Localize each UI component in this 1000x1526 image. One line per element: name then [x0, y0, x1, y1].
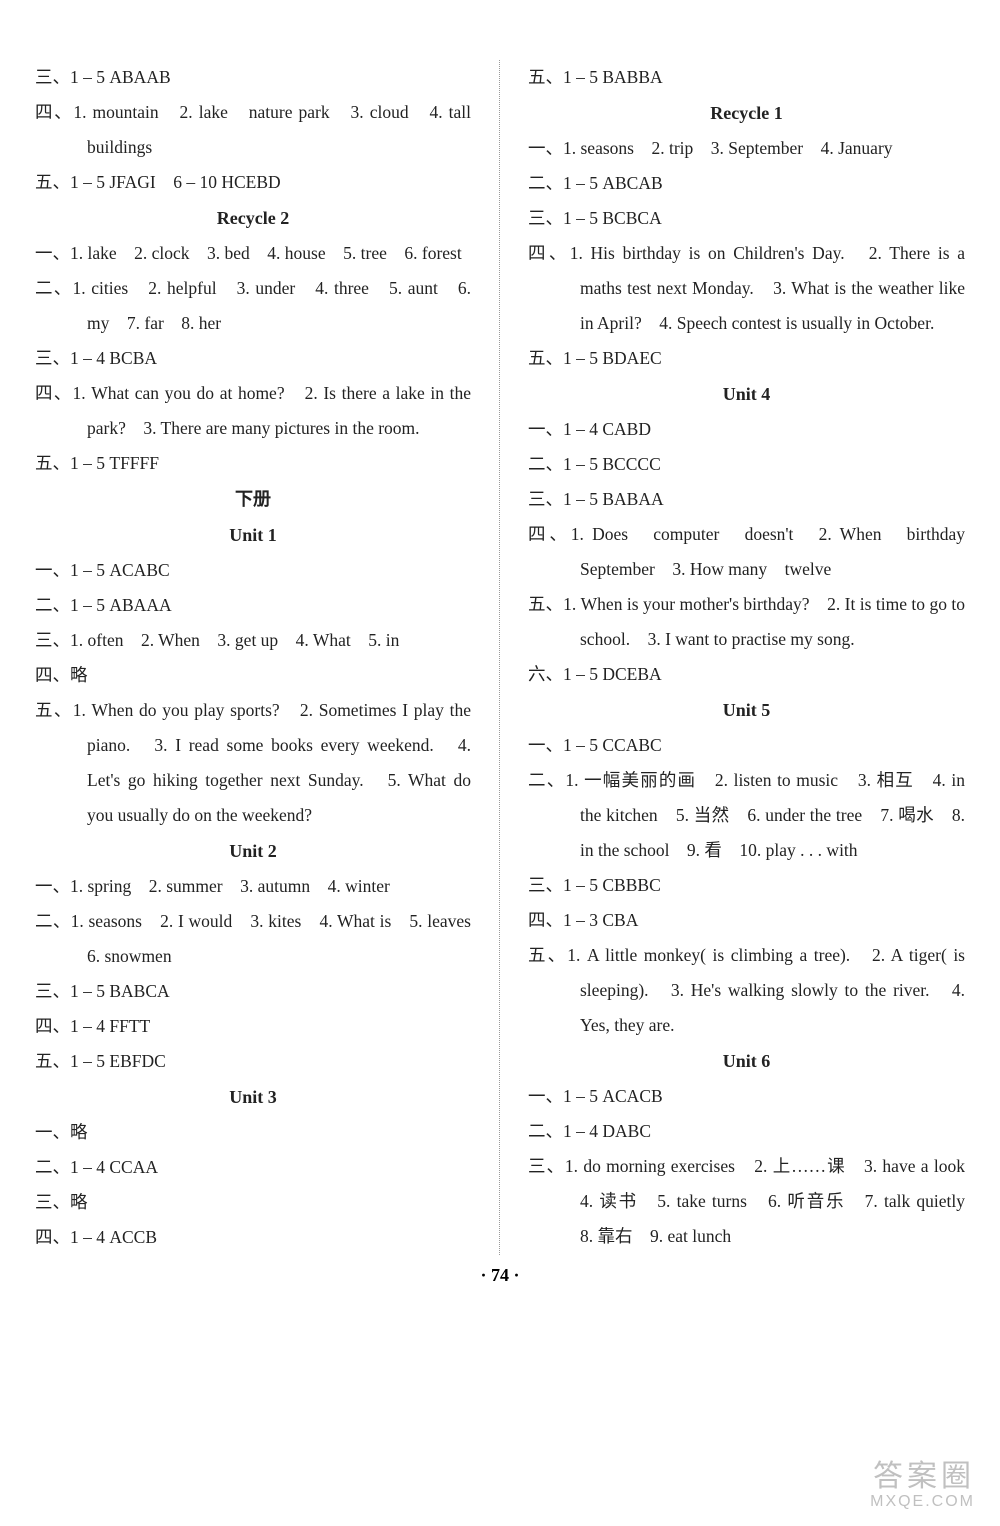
right-entry: 一、1 – 5 ACACB — [528, 1079, 965, 1114]
page-wrapper: 三、1 – 5 ABAAB四、1. mountain 2. lake natur… — [0, 0, 1000, 1526]
left-entry: 五、1 – 5 JFAGI 6 – 10 HCEBD — [35, 165, 471, 200]
columns-container: 三、1 – 5 ABAAB四、1. mountain 2. lake natur… — [35, 60, 965, 1255]
left-entry: 二、1 – 5 ABAAA — [35, 588, 471, 623]
right-entry: 三、1 – 5 BABAA — [528, 482, 965, 517]
right-entry: 五、1. A little monkey( is climbing a tree… — [528, 938, 965, 1043]
left-heading: Unit 2 — [35, 833, 471, 869]
left-entry: 三、略 — [35, 1185, 471, 1220]
watermark-bottom: MXQE.COM — [870, 1493, 975, 1511]
left-heading: Unit 1 — [35, 517, 471, 553]
right-heading: Unit 5 — [528, 692, 965, 728]
right-heading: Recycle 1 — [528, 95, 965, 131]
right-entry: 六、1 – 5 DCEBA — [528, 657, 965, 692]
right-entry: 一、1 – 5 CCABC — [528, 728, 965, 763]
right-entry: 五、1 – 5 BABBA — [528, 60, 965, 95]
left-heading: Unit 3 — [35, 1079, 471, 1115]
left-entry: 二、1 – 4 CCAA — [35, 1150, 471, 1185]
left-entry: 五、1 – 5 EBFDC — [35, 1044, 471, 1079]
left-entry: 一、1 – 5 ACABC — [35, 553, 471, 588]
left-entry: 四、1 – 4 FFTT — [35, 1009, 471, 1044]
right-entry: 三、1 – 5 CBBBC — [528, 868, 965, 903]
left-entry: 三、1 – 4 BCBA — [35, 341, 471, 376]
watermark-top: 答案圈 — [870, 1460, 975, 1493]
right-heading: Unit 6 — [528, 1043, 965, 1079]
right-entry: 三、1 – 5 BCBCA — [528, 201, 965, 236]
left-heading: Recycle 2 — [35, 200, 471, 236]
right-entry: 二、1 – 5 BCCCC — [528, 447, 965, 482]
right-entry: 一、1. seasons 2. trip 3. September 4. Jan… — [528, 131, 965, 166]
left-entry: 五、1 – 5 TFFFF — [35, 446, 471, 481]
left-entry: 二、1. cities 2. helpful 3. under 4. three… — [35, 271, 471, 341]
right-entry: 三、1. do morning exercises 2. 上……课 3. hav… — [528, 1149, 965, 1254]
left-entry: 三、1 – 5 BABCA — [35, 974, 471, 1009]
watermark: 答案圈 MXQE.COM — [870, 1460, 975, 1511]
right-entry: 二、1. 一幅美丽的画 2. listen to music 3. 相互 4. … — [528, 763, 965, 868]
right-entry: 五、1 – 5 BDAEC — [528, 341, 965, 376]
right-entry: 四、1. His birthday is on Children's Day. … — [528, 236, 965, 341]
left-entry: 三、1. often 2. When 3. get up 4. What 5. … — [35, 623, 471, 658]
left-entry: 四、1. mountain 2. lake nature park 3. clo… — [35, 95, 471, 165]
right-entry: 二、1 – 5 ABCAB — [528, 166, 965, 201]
left-entry: 一、略 — [35, 1115, 471, 1150]
right-entry: 四、1. Does computer doesn't 2. When birth… — [528, 517, 965, 587]
page-number: · 74 · — [35, 1265, 965, 1286]
left-entry: 一、1. spring 2. summer 3. autumn 4. winte… — [35, 869, 471, 904]
right-entry: 五、1. When is your mother's birthday? 2. … — [528, 587, 965, 657]
left-column: 三、1 – 5 ABAAB四、1. mountain 2. lake natur… — [35, 60, 500, 1255]
right-entry: 二、1 – 4 DABC — [528, 1114, 965, 1149]
right-heading: Unit 4 — [528, 376, 965, 412]
right-entry: 四、1 – 3 CBA — [528, 903, 965, 938]
left-entry: 五、1. When do you play sports? 2. Sometim… — [35, 693, 471, 833]
left-entry: 二、1. seasons 2. I would 3. kites 4. What… — [35, 904, 471, 974]
left-heading: 下册 — [35, 481, 471, 517]
left-entry: 三、1 – 5 ABAAB — [35, 60, 471, 95]
right-entry: 一、1 – 4 CABD — [528, 412, 965, 447]
left-entry: 四、1 – 4 ACCB — [35, 1220, 471, 1255]
left-entry: 一、1. lake 2. clock 3. bed 4. house 5. tr… — [35, 236, 471, 271]
right-column: 五、1 – 5 BABBARecycle 1一、1. seasons 2. tr… — [500, 60, 965, 1255]
left-entry: 四、略 — [35, 658, 471, 693]
left-entry: 四、1. What can you do at home? 2. Is ther… — [35, 376, 471, 446]
